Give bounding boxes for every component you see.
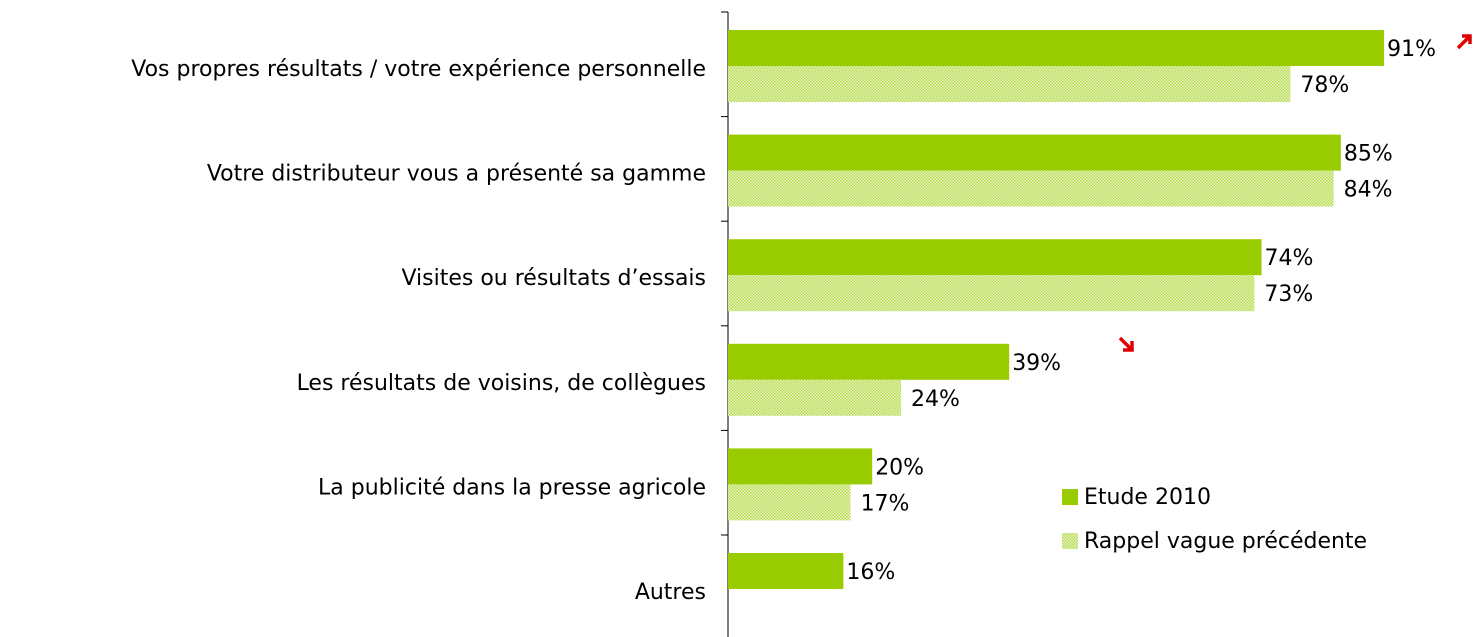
bar <box>728 484 851 521</box>
bar <box>728 66 1291 102</box>
legend-swatch <box>1062 533 1078 549</box>
bar <box>728 448 873 485</box>
legend-swatch <box>1062 489 1078 505</box>
value-label: 16% <box>846 560 895 585</box>
bar <box>728 275 1255 312</box>
value-label: 73% <box>1264 282 1313 307</box>
value-label: 84% <box>1344 178 1393 203</box>
down-arrow <box>1118 336 1134 352</box>
bar <box>728 170 1334 207</box>
value-label: 91% <box>1387 37 1436 62</box>
value-label: 74% <box>1265 246 1314 271</box>
bar <box>728 343 1010 380</box>
up-arrow <box>1456 34 1472 50</box>
value-label: 17% <box>861 491 910 516</box>
category-label: Visites ou résultats d’essais <box>401 266 706 291</box>
value-label: 39% <box>1012 351 1061 376</box>
category-label: Les résultats de voisins, de collègues <box>297 371 706 396</box>
category-label: Votre distributeur vous a présenté sa ga… <box>207 162 706 187</box>
category-label: La publicité dans la presse agricole <box>318 475 706 500</box>
bar <box>728 379 902 416</box>
value-label: 85% <box>1344 142 1393 167</box>
bar <box>728 134 1341 171</box>
value-label: 24% <box>911 387 960 412</box>
category-label: Vos propres résultats / votre expérience… <box>131 57 706 82</box>
bar <box>728 30 1385 66</box>
value-label: 20% <box>875 455 924 480</box>
legend-label: Rappel vague précédente <box>1084 529 1367 554</box>
legend-label: Etude 2010 <box>1084 485 1211 510</box>
bar <box>728 239 1262 276</box>
bar <box>728 553 844 589</box>
value-label: 78% <box>1300 73 1349 98</box>
category-label: Autres <box>635 580 706 605</box>
